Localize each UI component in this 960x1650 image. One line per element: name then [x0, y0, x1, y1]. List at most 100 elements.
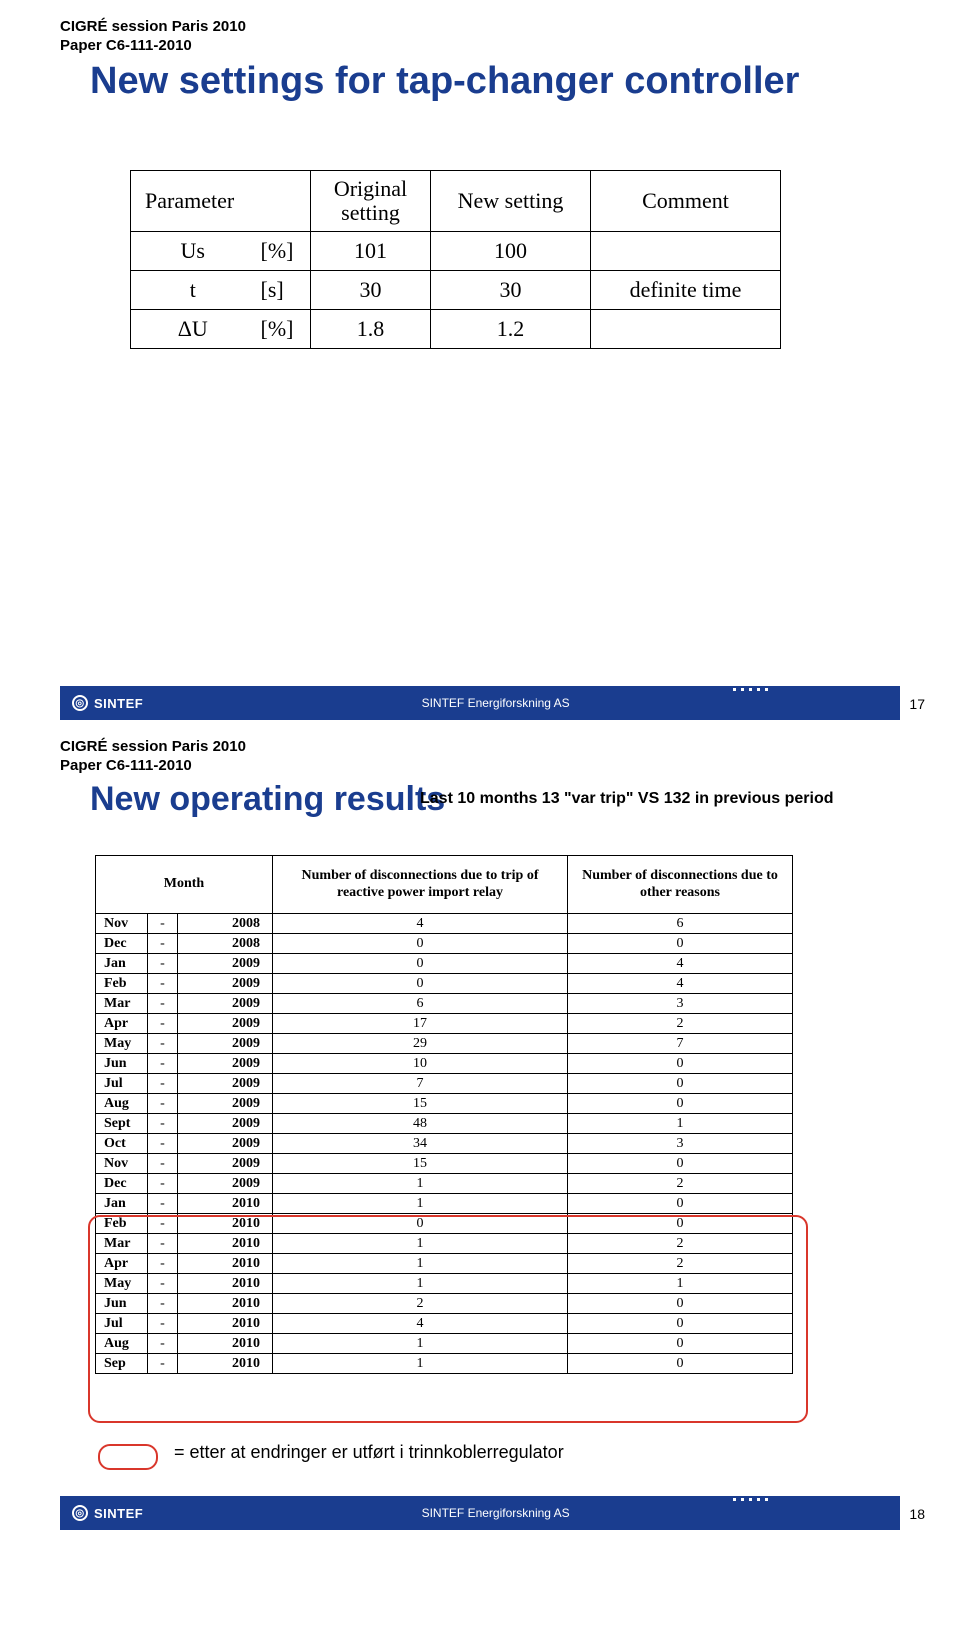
cell-month: May — [96, 1274, 148, 1294]
cell-reactive: 1 — [273, 1174, 568, 1194]
param-unit: [s] — [251, 271, 311, 310]
data-row: Dec-200800 — [96, 934, 793, 954]
cell-year: 2009 — [178, 954, 273, 974]
param-name: Us — [131, 232, 251, 271]
cell-dash: - — [148, 974, 178, 994]
cell-year: 2009 — [178, 1134, 273, 1154]
cell-other: 4 — [568, 954, 793, 974]
cell-reactive: 4 — [273, 1314, 568, 1334]
slide-2: CIGRÉ session Paris 2010 Paper C6-111-20… — [0, 720, 960, 1650]
cell-dash: - — [148, 1094, 178, 1114]
cell-year: 2009 — [178, 1074, 273, 1094]
cell-reactive: 6 — [273, 994, 568, 1014]
param-new: 100 — [431, 232, 591, 271]
data-row: Jul-201040 — [96, 1314, 793, 1334]
cell-dash: - — [148, 1134, 178, 1154]
param-row: t[s]3030definite time — [131, 271, 781, 310]
session-header: CIGRÉ session Paris 2010 Paper C6-111-20… — [60, 18, 246, 56]
cell-reactive: 0 — [273, 954, 568, 974]
sintef-logo-2: ◎ SINTEF — [72, 1505, 143, 1521]
cell-other: 0 — [568, 1154, 793, 1174]
cell-other: 0 — [568, 1314, 793, 1334]
data-row: May-201011 — [96, 1274, 793, 1294]
cell-dash: - — [148, 914, 178, 934]
cell-other: 1 — [568, 1114, 793, 1134]
cell-dash: - — [148, 1254, 178, 1274]
session-line2-2: Paper C6-111-2010 — [60, 757, 246, 776]
cell-reactive: 48 — [273, 1114, 568, 1134]
cell-reactive: 0 — [273, 974, 568, 994]
cell-month: Apr — [96, 1254, 148, 1274]
cell-month: Aug — [96, 1094, 148, 1114]
data-row: Jun-2009100 — [96, 1054, 793, 1074]
cell-month: Jan — [96, 1194, 148, 1214]
param-comment — [591, 232, 781, 271]
cell-other: 2 — [568, 1254, 793, 1274]
data-row: Feb-200904 — [96, 974, 793, 994]
disconnections-table: Month Number of disconnections due to tr… — [95, 855, 793, 1374]
cell-year: 2009 — [178, 1014, 273, 1034]
cell-reactive: 17 — [273, 1014, 568, 1034]
cell-dash: - — [148, 1074, 178, 1094]
slide1-footer: ◎ SINTEF SINTEF Energiforskning AS — [60, 686, 900, 720]
cell-year: 2010 — [178, 1354, 273, 1374]
cell-reactive: 1 — [273, 1234, 568, 1254]
logo-icon-2: ◎ — [72, 1505, 88, 1521]
cell-other: 2 — [568, 1234, 793, 1254]
cell-dash: - — [148, 934, 178, 954]
dt-header-month: Month — [96, 856, 273, 914]
cell-reactive: 1 — [273, 1254, 568, 1274]
cell-dash: - — [148, 1214, 178, 1234]
cell-year: 2009 — [178, 1114, 273, 1134]
data-row: Aug-2009150 — [96, 1094, 793, 1114]
parameter-table: Parameter Originalsetting New setting Co… — [130, 170, 781, 349]
cell-other: 0 — [568, 1354, 793, 1374]
session-line2: Paper C6-111-2010 — [60, 37, 246, 56]
data-row: Nov-2009150 — [96, 1154, 793, 1174]
cell-dash: - — [148, 1054, 178, 1074]
footer-org-2: SINTEF Energiforskning AS — [422, 1506, 570, 1520]
data-row: Sept-2009481 — [96, 1114, 793, 1134]
cell-year: 2010 — [178, 1254, 273, 1274]
slide2-title: New operating results — [90, 780, 445, 819]
cell-year: 2009 — [178, 1094, 273, 1114]
cell-month: Apr — [96, 1014, 148, 1034]
cell-month: Mar — [96, 1234, 148, 1254]
logo-text: SINTEF — [94, 696, 143, 711]
cell-month: Nov — [96, 914, 148, 934]
sintef-logo: ◎ SINTEF — [72, 695, 143, 711]
cell-other: 3 — [568, 994, 793, 1014]
footer-org: SINTEF Energiforskning AS — [422, 696, 570, 710]
param-name: t — [131, 271, 251, 310]
cell-other: 4 — [568, 974, 793, 994]
cell-dash: - — [148, 994, 178, 1014]
slide2-footer: ◎ SINTEF SINTEF Energiforskning AS — [60, 1496, 900, 1530]
cell-reactive: 1 — [273, 1334, 568, 1354]
cell-month: Feb — [96, 974, 148, 994]
cell-dash: - — [148, 1034, 178, 1054]
cell-other: 0 — [568, 1294, 793, 1314]
cell-other: 0 — [568, 1214, 793, 1234]
cell-other: 0 — [568, 1194, 793, 1214]
cell-month: Jan — [96, 954, 148, 974]
cell-month: Jun — [96, 1054, 148, 1074]
cell-year: 2009 — [178, 1034, 273, 1054]
cell-dash: - — [148, 1234, 178, 1254]
slide1-pagenum: 17 — [909, 696, 925, 712]
param-orig: 101 — [311, 232, 431, 271]
cell-year: 2010 — [178, 1314, 273, 1334]
param-header-original: Originalsetting — [311, 171, 431, 232]
cell-reactive: 7 — [273, 1074, 568, 1094]
param-header-parameter: Parameter — [131, 171, 311, 232]
param-new: 1.2 — [431, 310, 591, 349]
footer-dots-2 — [733, 1490, 770, 1503]
cell-reactive: 34 — [273, 1134, 568, 1154]
cell-year: 2009 — [178, 994, 273, 1014]
data-row: Oct-2009343 — [96, 1134, 793, 1154]
cell-month: Aug — [96, 1334, 148, 1354]
cell-reactive: 1 — [273, 1274, 568, 1294]
param-header-new: New setting — [431, 171, 591, 232]
cell-month: Sept — [96, 1114, 148, 1134]
cell-dash: - — [148, 1194, 178, 1214]
cell-reactive: 29 — [273, 1034, 568, 1054]
